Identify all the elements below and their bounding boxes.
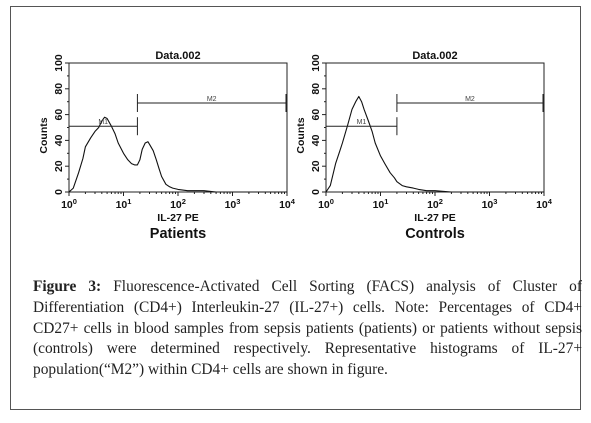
chart-title: Data.002 [412, 50, 457, 62]
x-tick-base: 10 [116, 199, 128, 211]
x-tick-label: 103 [482, 197, 498, 211]
x-tick-base: 10 [482, 199, 494, 211]
x-tick-base: 10 [427, 199, 439, 211]
x-tick-base: 10 [279, 199, 291, 211]
x-tick-label: 102 [427, 197, 443, 211]
x-tick-base: 10 [61, 199, 73, 211]
group-label: Controls [405, 226, 465, 242]
x-tick-base: 10 [536, 199, 548, 211]
y-tick-label: 80 [310, 83, 322, 95]
x-tick-exponent: 0 [73, 197, 77, 206]
x-tick-exponent: 2 [182, 197, 186, 206]
x-tick-base: 10 [170, 199, 182, 211]
histogram-trace [68, 116, 287, 193]
gate-marker-m1: M1 [325, 117, 398, 136]
y-tick-label: 40 [310, 134, 322, 146]
x-tick-exponent: 3 [493, 197, 497, 206]
histogram-trace [325, 95, 544, 193]
chart-title: Data.002 [155, 50, 200, 62]
y-tick-label: 60 [310, 109, 322, 121]
x-axis-label: IL-27 PE [414, 212, 455, 224]
x-tick-exponent: 0 [330, 197, 334, 206]
gate-marker-m2: M2 [396, 93, 544, 112]
figure-frame: Data.002 0 20 40 60 80 100 Counts 100 101 102 103 10… [10, 6, 582, 410]
figure-caption: Figure 3: Fluorescence-Activated Cell So… [33, 277, 582, 381]
y-tick-label: 100 [53, 54, 65, 72]
gate-marker-m1: M1 [68, 117, 138, 136]
y-tick-label: 20 [310, 160, 322, 172]
x-tick-exponent: 3 [236, 197, 240, 206]
x-tick-exponent: 1 [384, 197, 388, 206]
x-axis-label: IL-27 PE [157, 212, 198, 224]
gate-marker-m2: M2 [136, 93, 287, 112]
y-tick-label: 80 [53, 83, 65, 95]
y-axis-label: Counts [38, 117, 50, 153]
y-tick-label: 0 [53, 189, 65, 195]
gate-label: M2 [465, 96, 475, 103]
y-tick-label: 0 [310, 189, 322, 195]
gate-label: M1 [357, 119, 367, 126]
x-tick-label: 101 [373, 197, 389, 211]
plot-area [68, 62, 288, 193]
x-tick-label: 104 [279, 197, 296, 211]
figure-caption-text: Fluorescence-Activated Cell Sorting (FAC… [33, 278, 582, 379]
x-tick-exponent: 4 [548, 197, 553, 206]
x-tick-label: 101 [116, 197, 132, 211]
y-tick-label: 40 [53, 134, 65, 146]
x-tick-exponent: 2 [439, 197, 443, 206]
y-tick-label: 20 [53, 160, 65, 172]
x-tick-base: 10 [318, 199, 330, 211]
figure-label: Figure 3: [33, 278, 102, 295]
x-tick-base: 10 [373, 199, 385, 211]
y-tick-label: 60 [53, 109, 65, 121]
plot-area [325, 62, 545, 193]
x-tick-exponent: 4 [291, 197, 296, 206]
x-tick-exponent: 1 [127, 197, 131, 206]
x-tick-label: 104 [536, 197, 553, 211]
gate-label: M2 [207, 96, 217, 103]
x-tick-label: 102 [170, 197, 186, 211]
x-tick-label: 100 [318, 197, 334, 211]
x-tick-base: 10 [225, 199, 237, 211]
y-axis-label: Counts [295, 117, 307, 153]
y-tick-label: 100 [310, 54, 322, 72]
x-tick-label: 100 [61, 197, 77, 211]
gate-label: M1 [98, 119, 108, 126]
x-tick-label: 103 [225, 197, 241, 211]
group-label: Patients [150, 226, 206, 242]
